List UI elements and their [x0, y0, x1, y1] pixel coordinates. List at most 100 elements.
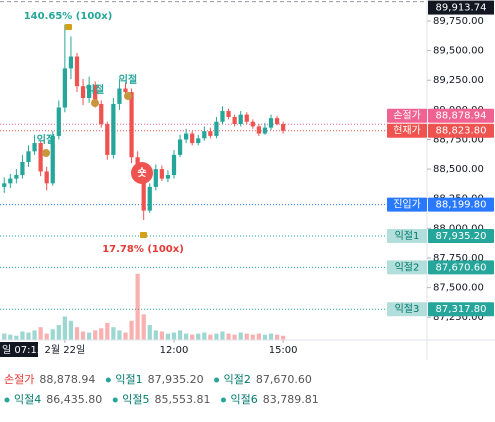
trophy-icon	[140, 232, 147, 238]
footer-dot	[220, 397, 226, 403]
level-name: 진입가	[393, 198, 421, 211]
y-tick-label: 89,500.00	[433, 46, 484, 57]
candle-body	[153, 169, 158, 187]
level-name: 익절3	[395, 302, 420, 315]
volume-bar	[147, 325, 152, 340]
footer-dot	[214, 377, 220, 383]
volume-bar	[56, 325, 61, 340]
volume-bar	[171, 332, 177, 340]
money-icon	[91, 99, 99, 107]
candle-body	[38, 143, 43, 172]
volume-bar	[274, 334, 280, 340]
candle-body	[165, 175, 171, 179]
volume-bar	[14, 335, 19, 340]
level-value-bg	[428, 260, 494, 275]
volume-bar	[226, 333, 231, 340]
volume-bar	[232, 334, 237, 340]
footer-value: 88,878.94	[39, 373, 95, 386]
candle-body	[62, 68, 67, 108]
candle-body	[20, 162, 25, 176]
candle-body	[117, 88, 122, 104]
volume-bar	[62, 316, 67, 340]
volume-bar	[20, 331, 25, 340]
volume-bar	[135, 273, 140, 340]
candle-body	[177, 139, 183, 155]
candle-body	[184, 133, 189, 140]
level-name: 익절1	[395, 229, 420, 242]
level-name-bg	[387, 229, 427, 244]
volume-bar	[123, 332, 128, 340]
volume-bar	[8, 334, 13, 340]
volume-bar	[141, 314, 146, 340]
level-value: 87,317.80	[436, 304, 487, 315]
volume-bar	[214, 333, 219, 340]
level-value-bg	[428, 302, 494, 317]
candle-body	[274, 118, 280, 125]
candle-body	[68, 56, 74, 69]
candle-body	[256, 126, 262, 134]
volume-bar	[93, 330, 98, 340]
y-tick-label: 87,500.00	[433, 283, 484, 294]
volume-bar	[238, 332, 243, 340]
candle-body	[93, 84, 98, 104]
level-name-bg	[387, 108, 427, 123]
annotation: 익절	[119, 73, 137, 86]
short-marker	[131, 162, 153, 184]
annotation: 17.78% (100x)	[102, 244, 184, 255]
level-name-bg	[387, 123, 427, 138]
candle-body	[56, 107, 61, 136]
candle-body	[171, 154, 177, 176]
volume-bar	[80, 331, 86, 340]
candle-body	[87, 84, 92, 99]
candle-body	[238, 114, 243, 125]
candle-body	[190, 133, 195, 144]
volume-bar	[111, 327, 116, 340]
volume-bar	[26, 332, 31, 340]
annotation: 익절	[37, 133, 55, 146]
y-tick-label: 88,500.00	[433, 164, 484, 175]
candle-body	[32, 143, 37, 152]
candle-body	[141, 171, 146, 211]
annotation: 140.65% (100x)	[24, 11, 113, 22]
volume-bar	[281, 335, 286, 340]
y-tick-label: 88,000.00	[433, 223, 484, 234]
candle-body	[244, 114, 249, 122]
candle-body	[250, 121, 255, 127]
footer-value: 85,553.81	[154, 393, 210, 406]
volume-bar	[159, 331, 164, 340]
footer-dot	[112, 397, 118, 403]
volume-bar	[74, 327, 80, 340]
candle-body	[14, 175, 19, 179]
candle-body	[281, 124, 286, 131]
footer-dot	[4, 397, 10, 403]
cursor-label-bg	[0, 342, 38, 357]
footer: 손절가 88,878.94 익절1 87,935.20 익절2 87,670.60 익절4 8…	[4, 373, 319, 406]
candle-body	[196, 138, 201, 144]
x-tick-label: 12:00	[160, 345, 189, 356]
volume-bar	[105, 322, 110, 340]
y-tick-label: 87,750.00	[433, 253, 484, 264]
candle-body	[2, 183, 7, 187]
footer-name: 손절가	[4, 373, 34, 386]
volume-bar	[117, 330, 122, 340]
volume-bar	[256, 333, 262, 340]
candle-body	[105, 124, 110, 155]
y-tick-label: 89,250.00	[433, 75, 484, 86]
candle-body	[147, 186, 152, 211]
volume-bar	[244, 333, 249, 340]
level-value-bg	[428, 229, 494, 244]
volume-bar	[202, 332, 207, 340]
level-name: 현재가	[393, 125, 421, 137]
level-value-bg	[428, 123, 494, 138]
footer-name: 익절6	[230, 393, 257, 406]
price-badge	[428, 0, 494, 15]
volume-bar	[44, 333, 49, 340]
volume-bar	[38, 327, 43, 340]
volume-bar	[268, 333, 274, 340]
candle-body	[159, 169, 164, 179]
level-value: 88,823.80	[436, 126, 487, 137]
volume-bar	[190, 334, 195, 340]
volume-bar	[250, 334, 255, 340]
